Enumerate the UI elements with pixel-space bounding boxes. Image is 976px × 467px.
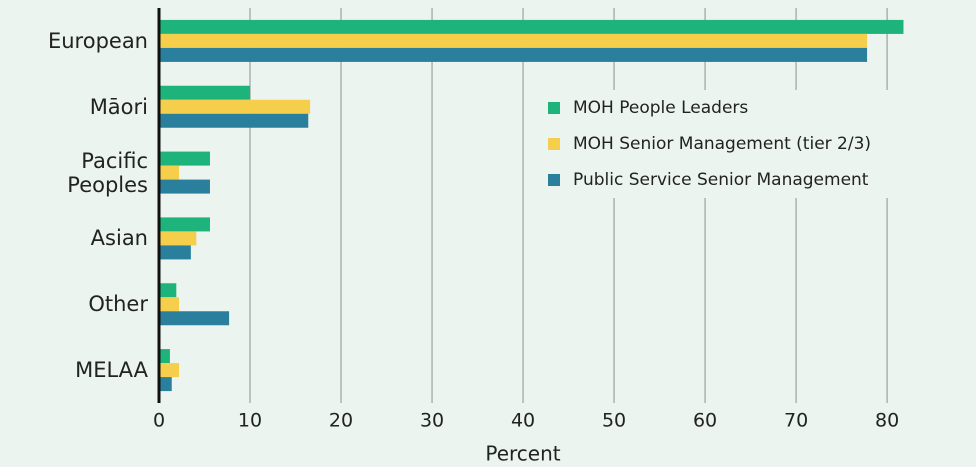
legend-label: Public Service Senior Management: [573, 170, 869, 190]
y-tick-label: Asian: [90, 226, 148, 251]
bar: [159, 377, 172, 392]
x-tick-label: 0: [153, 410, 165, 432]
legend-swatch: [548, 138, 560, 150]
bar: [159, 33, 868, 48]
grid: [249, 8, 888, 403]
y-tick-label: Other: [88, 292, 148, 317]
bar: [159, 297, 180, 312]
y-tick-label: MELAA: [75, 358, 148, 383]
bar: [159, 217, 210, 232]
y-tick-label: European: [47, 28, 148, 53]
y-tick-label: Māori: [89, 94, 148, 119]
bar: [159, 231, 197, 246]
bar: [159, 283, 177, 298]
bar: [159, 245, 191, 260]
x-axis-label: Percent: [485, 442, 560, 466]
x-tick-label: 70: [784, 410, 808, 432]
y-tick-label: Pacific Peoples: [67, 148, 148, 197]
bar: [159, 179, 210, 194]
bar: [159, 99, 311, 114]
legend-swatch: [548, 102, 560, 114]
bar: [159, 113, 309, 128]
bar: [159, 165, 180, 180]
bar: [159, 85, 251, 100]
x-tick-label: 30: [420, 410, 444, 432]
legend-label: MOH People Leaders: [573, 98, 748, 118]
x-tick-label: 50: [602, 410, 626, 432]
bar: [159, 363, 180, 378]
x-tick-label: 10: [238, 410, 262, 432]
bar: [159, 19, 904, 34]
x-tick-label: 60: [693, 410, 717, 432]
bar: [159, 151, 210, 166]
legend-label: MOH Senior Management (tier 2/3): [573, 134, 871, 154]
bar: [159, 311, 230, 326]
legend-box: [540, 90, 960, 198]
legend-swatch: [548, 174, 560, 186]
x-tick-label: 20: [329, 410, 353, 432]
bar: [159, 349, 170, 364]
bar: [159, 47, 868, 62]
x-tick-label: 80: [875, 410, 899, 432]
x-tick-label: 40: [511, 410, 535, 432]
